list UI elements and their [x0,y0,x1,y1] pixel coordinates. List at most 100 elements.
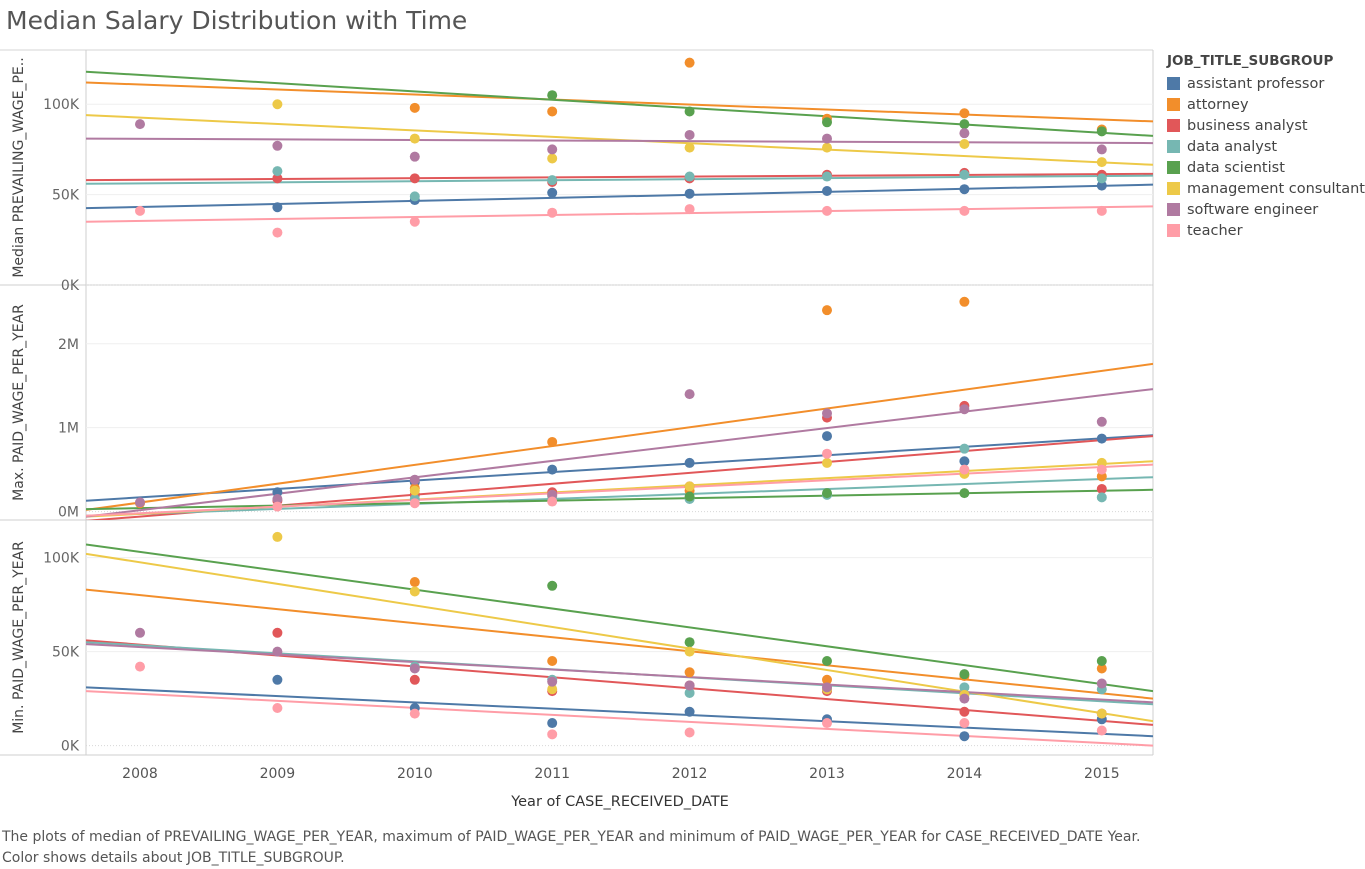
data-point[interactable] [272,202,283,213]
legend-item[interactable]: attorney [1167,94,1365,115]
data-point[interactable] [1096,433,1107,444]
data-point[interactable] [1096,663,1107,674]
data-point[interactable] [135,661,145,672]
data-point[interactable] [272,531,283,542]
data-point[interactable] [272,703,283,713]
data-point[interactable] [1096,173,1107,184]
data-point[interactable] [684,204,695,215]
data-point[interactable] [1096,492,1107,503]
data-point[interactable] [409,474,420,485]
data-point[interactable] [684,637,695,648]
legend-item[interactable]: software engineer [1167,199,1365,220]
data-point[interactable] [409,498,420,509]
data-point[interactable] [1096,464,1107,475]
data-point[interactable] [547,144,558,155]
data-point[interactable] [547,187,558,198]
data-point[interactable] [822,674,832,685]
data-point[interactable] [959,682,970,693]
data-point[interactable] [547,684,558,695]
data-point[interactable] [1096,656,1107,666]
data-point[interactable] [684,171,695,182]
data-point[interactable] [409,577,420,588]
data-point[interactable] [1096,678,1107,689]
data-point[interactable] [547,106,558,117]
data-point[interactable] [272,173,283,184]
data-point[interactable] [684,646,695,657]
data-point[interactable] [684,727,695,738]
data-point[interactable] [959,464,970,475]
data-point[interactable] [547,436,558,447]
data-point[interactable] [135,627,145,638]
data-point[interactable] [1096,483,1107,494]
data-point[interactable] [409,663,420,674]
data-point[interactable] [959,443,970,454]
legend-item[interactable]: business analyst [1167,115,1365,136]
data-point[interactable] [1096,180,1107,191]
data-point[interactable] [684,481,695,492]
data-point[interactable] [1096,708,1107,719]
data-point[interactable] [135,497,145,508]
data-point[interactable] [1096,157,1107,168]
legend-item[interactable]: management consultant [1167,178,1365,199]
data-point[interactable] [959,456,970,467]
data-point[interactable] [822,448,832,459]
data-point[interactable] [684,457,695,468]
data-point[interactable] [822,408,832,419]
data-point[interactable] [409,674,420,685]
data-point[interactable] [547,90,558,101]
data-point[interactable] [684,106,695,117]
legend-item[interactable]: teacher [1167,220,1365,241]
data-point[interactable] [959,169,970,180]
data-point[interactable] [822,205,832,216]
data-point[interactable] [547,718,558,729]
data-point[interactable] [409,216,420,227]
data-point[interactable] [822,656,832,666]
data-point[interactable] [272,674,283,685]
legend-item[interactable]: data scientist [1167,157,1365,178]
data-point[interactable] [409,173,420,184]
data-point[interactable] [1096,126,1107,137]
data-point[interactable] [822,171,832,182]
data-point[interactable] [822,718,832,729]
data-point[interactable] [547,464,558,475]
data-point[interactable] [409,102,420,113]
data-point[interactable] [684,129,695,140]
data-point[interactable] [409,485,420,496]
data-point[interactable] [959,139,970,149]
data-point[interactable] [684,142,695,153]
data-point[interactable] [272,494,283,505]
data-point[interactable] [684,188,695,199]
legend-item[interactable]: assistant professor [1167,73,1365,94]
data-point[interactable] [959,731,970,742]
data-point[interactable] [684,680,695,691]
data-point[interactable] [272,140,283,151]
data-point[interactable] [959,108,970,119]
legend-item[interactable]: data analyst [1167,136,1365,157]
data-point[interactable] [547,656,558,666]
data-point[interactable] [272,166,283,177]
data-point[interactable] [1096,416,1107,427]
data-point[interactable] [547,207,558,218]
data-point[interactable] [959,128,970,139]
data-point[interactable] [409,708,420,719]
data-point[interactable] [547,580,558,591]
data-point[interactable] [547,496,558,507]
data-point[interactable] [959,296,970,307]
data-point[interactable] [959,669,970,680]
data-point[interactable] [959,693,970,704]
data-point[interactable] [547,676,558,687]
data-point[interactable] [1096,725,1107,736]
data-point[interactable] [822,133,832,144]
data-point[interactable] [684,491,695,502]
data-point[interactable] [409,151,420,162]
data-point[interactable] [959,404,970,415]
data-point[interactable] [1096,205,1107,216]
data-point[interactable] [959,706,970,717]
data-point[interactable] [272,501,283,512]
data-point[interactable] [822,457,832,468]
data-point[interactable] [959,205,970,216]
data-point[interactable] [684,706,695,717]
data-point[interactable] [272,646,283,657]
data-point[interactable] [409,191,420,202]
data-point[interactable] [822,186,832,196]
